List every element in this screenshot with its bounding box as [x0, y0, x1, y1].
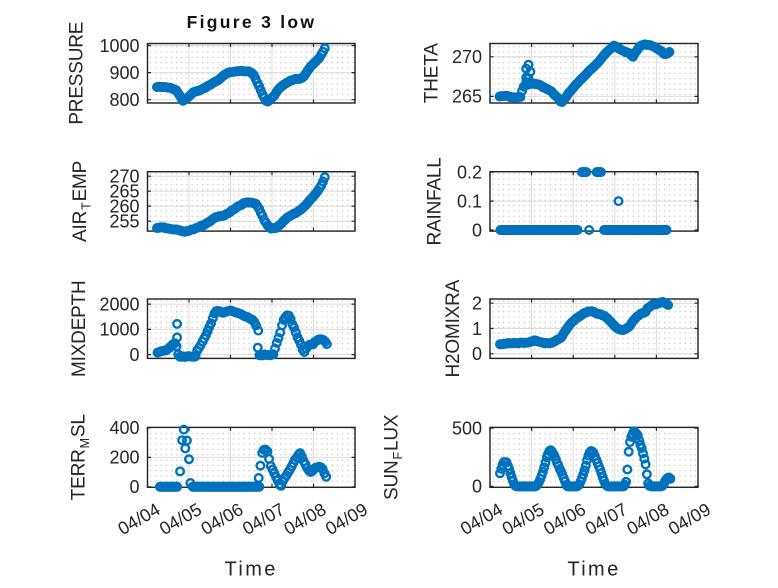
svg-text:1000: 1000: [99, 36, 139, 56]
svg-text:0: 0: [472, 220, 482, 240]
svg-text:800: 800: [109, 90, 139, 110]
svg-text:TERRMSL: TERRMSL: [69, 414, 93, 500]
svg-text:200: 200: [109, 448, 139, 468]
svg-text:2: 2: [472, 294, 482, 314]
svg-text:PRESSURE: PRESSURE: [67, 22, 88, 125]
svg-text:900: 900: [109, 63, 139, 83]
svg-text:0: 0: [472, 344, 482, 364]
svg-text:265: 265: [109, 182, 139, 202]
svg-text:Figure 3 low: Figure 3 low: [187, 12, 317, 32]
svg-text:0: 0: [472, 477, 482, 497]
svg-text:400: 400: [109, 418, 139, 438]
svg-text:SUNFLUX: SUNFLUX: [382, 414, 406, 500]
svg-text:500: 500: [452, 418, 482, 438]
svg-text:AIRTEMP: AIRTEMP: [70, 161, 94, 242]
svg-text:Time: Time: [225, 559, 278, 581]
svg-text:THETA: THETA: [422, 43, 443, 103]
svg-text:255: 255: [109, 212, 139, 232]
svg-text:270: 270: [109, 167, 139, 187]
svg-text:2000: 2000: [99, 294, 139, 314]
svg-text:0: 0: [129, 477, 139, 497]
svg-text:265: 265: [452, 87, 482, 107]
svg-text:0.1: 0.1: [457, 191, 482, 211]
svg-text:270: 270: [452, 47, 482, 67]
svg-text:RAINFALL: RAINFALL: [425, 157, 446, 245]
svg-text:0: 0: [129, 345, 139, 365]
svg-text:Time: Time: [567, 559, 620, 581]
svg-text:260: 260: [109, 197, 139, 217]
svg-text:MIXDEPTH: MIXDEPTH: [69, 280, 90, 377]
svg-text:1000: 1000: [99, 320, 139, 340]
svg-text:1: 1: [472, 319, 482, 339]
svg-text:0.2: 0.2: [457, 162, 482, 182]
svg-text:H2OMIXRA: H2OMIXRA: [443, 279, 464, 377]
